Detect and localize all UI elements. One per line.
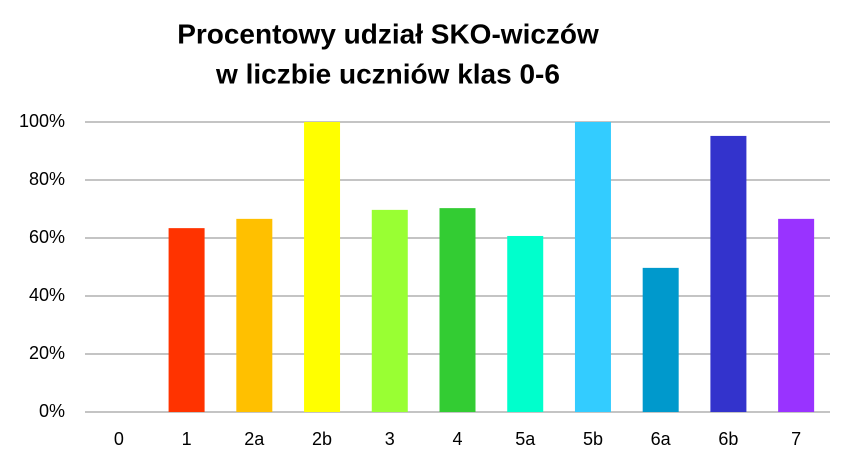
bar <box>168 228 205 412</box>
x-tick-label: 2a <box>244 429 265 449</box>
x-tick-label: 1 <box>182 429 192 449</box>
x-tick-label: 4 <box>452 429 462 449</box>
chart-title: w liczbie uczniów klas 0-6 <box>215 58 560 89</box>
x-tick-label: 6a <box>651 429 672 449</box>
y-tick-label: 0% <box>39 401 65 421</box>
bar <box>642 267 679 412</box>
bar <box>574 122 611 412</box>
bar <box>710 135 747 413</box>
bar <box>236 218 273 412</box>
y-tick-label: 40% <box>29 285 65 305</box>
bar <box>778 218 815 412</box>
bar <box>439 208 476 412</box>
bar <box>371 209 408 412</box>
x-tick-label: 2b <box>312 429 332 449</box>
x-tick-label: 3 <box>385 429 395 449</box>
x-tick-label: 5b <box>583 429 603 449</box>
y-tick-label: 20% <box>29 343 65 363</box>
y-tick-label: 100% <box>19 111 65 131</box>
y-tick-label: 60% <box>29 227 65 247</box>
chart-title: Procentowy udział SKO-wiczów <box>177 18 599 49</box>
x-tick-label: 7 <box>791 429 801 449</box>
x-tick-label: 6b <box>718 429 738 449</box>
y-tick-label: 80% <box>29 169 65 189</box>
bar <box>507 235 544 412</box>
bar <box>304 122 341 412</box>
x-tick-label: 0 <box>114 429 124 449</box>
x-tick-label: 5a <box>515 429 536 449</box>
